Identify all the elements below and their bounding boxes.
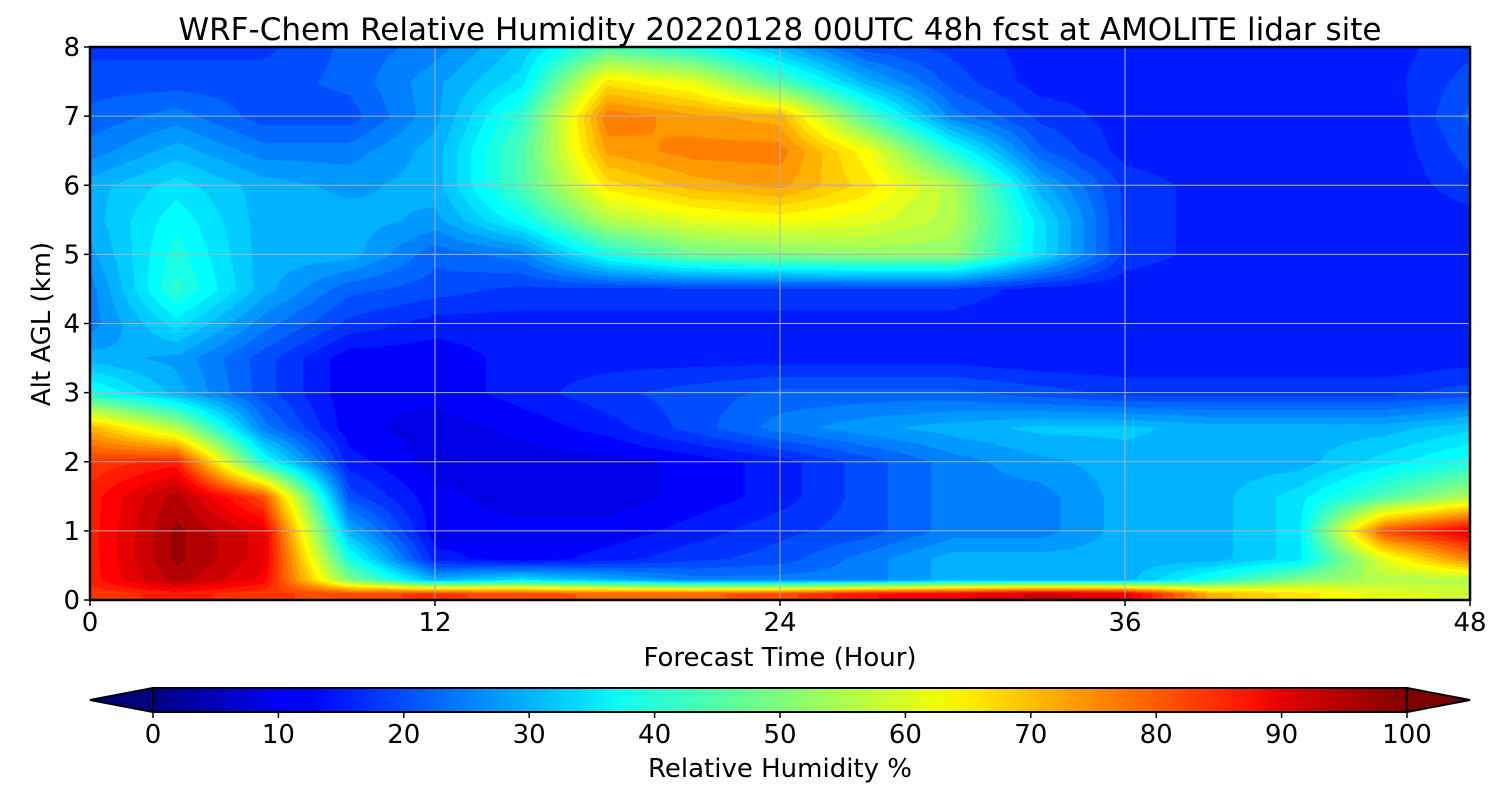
colorbar-tick-label: 30: [513, 720, 546, 750]
y-axis: 0 1 2 3 4 5 6 7 8: [63, 33, 90, 616]
colorbar-tick-label: 10: [262, 720, 295, 750]
colorbar-tick-label: 70: [1014, 720, 1047, 750]
colorbar-extend-low: [89, 686, 154, 714]
y-tick-label: 3: [63, 379, 80, 409]
y-tick-label: 5: [63, 240, 80, 270]
colorbar-tick-label: 60: [889, 720, 922, 750]
colorbar-tick-label: 50: [763, 720, 796, 750]
colorbar-tick-label: 90: [1265, 720, 1298, 750]
colorbar: 0 10 20 30 40 50 60 70 80 90 100 Relative Humidity…: [89, 686, 1471, 784]
y-tick-label: 4: [63, 310, 80, 340]
plot-area: [88, 45, 1472, 602]
x-axis-label: Forecast Time (Hour): [643, 643, 916, 673]
x-tick-label: 24: [763, 608, 796, 638]
colorbar-tick-label: 100: [1382, 720, 1432, 750]
colorbar-ticks: 0 10 20 30 40 50 60 70 80 90 100: [145, 712, 1432, 750]
y-axis-label: Alt AGL (km): [27, 242, 57, 406]
colorbar-label: Relative Humidity %: [648, 754, 912, 784]
y-tick-label: 1: [63, 517, 80, 547]
x-tick-label: 48: [1453, 608, 1486, 638]
y-tick-label: 8: [63, 33, 80, 63]
x-tick-label: 36: [1108, 608, 1141, 638]
grid-lines: [90, 47, 1470, 600]
colorbar-tick-label: 40: [638, 720, 671, 750]
y-tick-label: 0: [63, 586, 80, 616]
x-tick-label: 12: [418, 608, 451, 638]
x-tick-label: 0: [82, 608, 99, 638]
y-tick-label: 6: [63, 171, 80, 201]
colorbar-gradient: [152, 687, 1408, 713]
colorbar-extend-high: [1406, 686, 1471, 714]
y-tick-label: 7: [63, 102, 80, 132]
chart-title: WRF-Chem Relative Humidity 20220128 00UT…: [178, 12, 1381, 48]
colorbar-tick-label: 20: [387, 720, 420, 750]
colorbar-tick-label: 0: [145, 720, 162, 750]
colorbar-tick-label: 80: [1140, 720, 1173, 750]
y-tick-label: 2: [63, 448, 80, 478]
x-axis: 0 12 24 36 48: [82, 600, 1487, 638]
